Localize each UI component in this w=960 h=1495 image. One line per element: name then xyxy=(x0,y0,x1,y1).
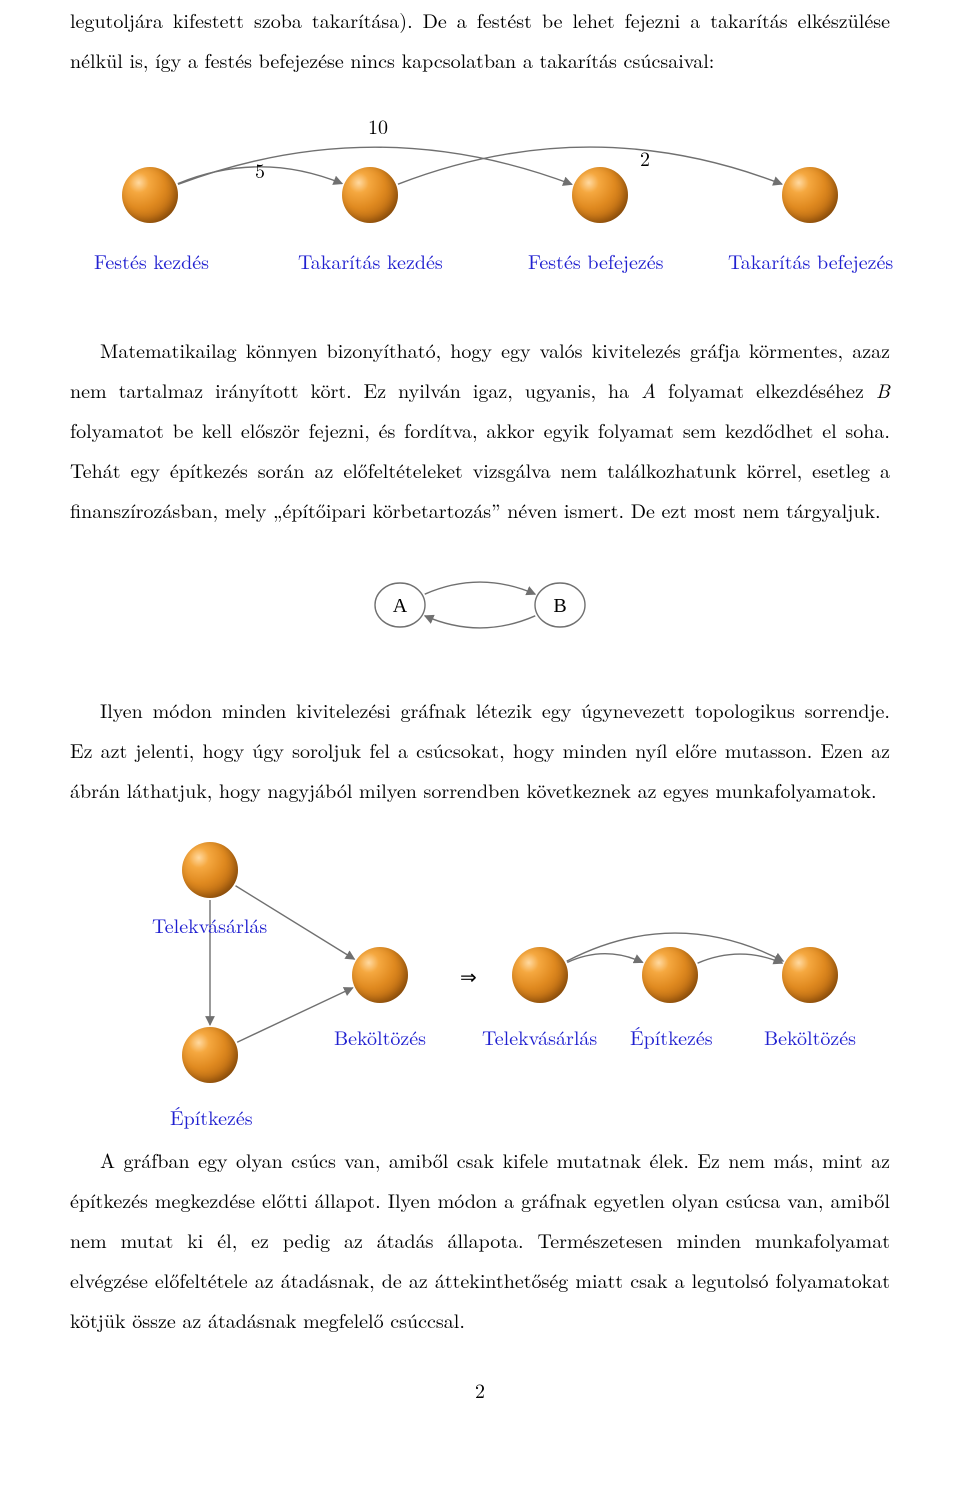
figure-2-edges: AB xyxy=(340,550,620,660)
figure-1: 5 10 2 Festés kezdés Takarítás kezdés Festés … xyxy=(70,100,890,300)
svg-text:B: B xyxy=(553,595,566,617)
svg-text:A: A xyxy=(393,595,408,617)
graph-node xyxy=(182,1027,238,1083)
graph-node xyxy=(782,947,838,1003)
graph-label: Beköltözés xyxy=(764,1017,856,1057)
graph-label: Takarítás befejezés xyxy=(728,241,893,281)
page-number: 2 xyxy=(70,1370,890,1410)
figure-2: AB xyxy=(340,550,620,660)
graph-node xyxy=(512,947,568,1003)
graph-label: Telekvásárlás xyxy=(152,905,267,945)
graph-label: ⇒ xyxy=(460,956,477,996)
graph-label: 5 xyxy=(255,150,265,190)
graph-label: Festés befejezés xyxy=(528,241,664,281)
graph-label: Festés kezdés xyxy=(94,241,209,281)
inline-A: A xyxy=(641,375,656,404)
paragraph-3: A gráfban egy olyan csúcs van, amiből cs… xyxy=(70,1140,890,1340)
p1-b: folyamat elkezdéséhez xyxy=(656,375,876,404)
graph-label: Takarítás kezdés xyxy=(298,241,443,281)
graph-node xyxy=(572,167,628,223)
graph-label: Építkezés xyxy=(630,1017,713,1057)
p1-c: folyamatot be kell először fejezni, és f… xyxy=(70,415,890,524)
inline-B: B xyxy=(876,375,890,404)
graph-label: Építkezés xyxy=(170,1097,253,1137)
paragraph-1: Matematikailag könnyen bizonyítható, hog… xyxy=(70,330,890,530)
graph-node xyxy=(782,167,838,223)
page-content: legutoljára kifestett szoba takarítása).… xyxy=(0,0,960,1450)
figure-3: TelekvásárlásBeköltözésÉpítkezés⇒Telekvá… xyxy=(90,830,910,1110)
graph-node xyxy=(342,167,398,223)
graph-label: Beköltözés xyxy=(334,1017,426,1057)
graph-label: Telekvásárlás xyxy=(482,1017,597,1057)
graph-node xyxy=(642,947,698,1003)
graph-label: 10 xyxy=(368,106,388,146)
graph-node xyxy=(122,167,178,223)
paragraph-2: Ilyen módon minden kivitelezési gráfnak … xyxy=(70,690,890,810)
graph-node xyxy=(182,842,238,898)
graph-node xyxy=(352,947,408,1003)
paragraph-0: legutoljára kifestett szoba takarítása).… xyxy=(70,0,890,80)
graph-label: 2 xyxy=(640,138,650,178)
